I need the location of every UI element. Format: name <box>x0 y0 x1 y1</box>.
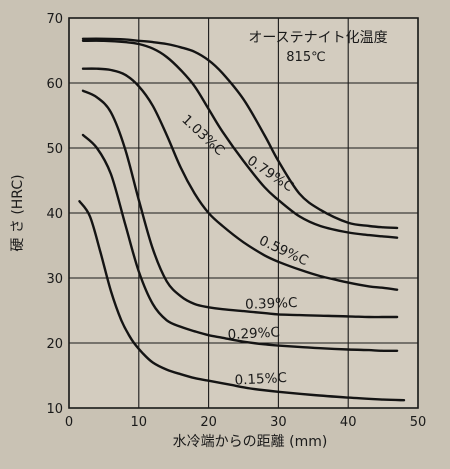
series-line-3 <box>81 89 399 319</box>
x-tick-label: 10 <box>131 415 148 430</box>
grid <box>68 17 419 409</box>
series-label: 0.15%C <box>234 370 287 389</box>
series-label: 0.39%C <box>245 295 298 313</box>
series-lines <box>78 37 406 402</box>
annotation-title: オーステナイト化温度 <box>248 30 387 46</box>
series-label: 0.29%C <box>227 324 280 343</box>
y-axis-label: 硬 さ (HRC) <box>10 174 26 251</box>
y-tick-label: 30 <box>46 272 63 287</box>
y-tick-label: 20 <box>46 337 63 352</box>
series-line-1 <box>81 39 399 239</box>
y-tick-label: 10 <box>46 402 63 417</box>
series-line-0 <box>81 37 399 230</box>
y-tick-label: 40 <box>46 207 63 222</box>
x-axis-label: 水冷端からの距離 (mm) <box>173 433 328 450</box>
annotation-sub: 815℃ <box>286 50 325 65</box>
x-tick-label: 30 <box>270 415 287 430</box>
x-tick-label: 40 <box>340 415 357 430</box>
x-tick-label: 20 <box>200 415 217 430</box>
y-tick-label: 60 <box>46 77 63 92</box>
x-tick-label: 0 <box>65 415 73 430</box>
x-tick-label: 50 <box>410 415 427 430</box>
series-line-2 <box>81 67 399 291</box>
series-line-5 <box>78 200 406 402</box>
y-tick-label: 50 <box>46 142 63 157</box>
series-line-4 <box>81 133 399 353</box>
y-tick-label: 70 <box>46 12 63 27</box>
